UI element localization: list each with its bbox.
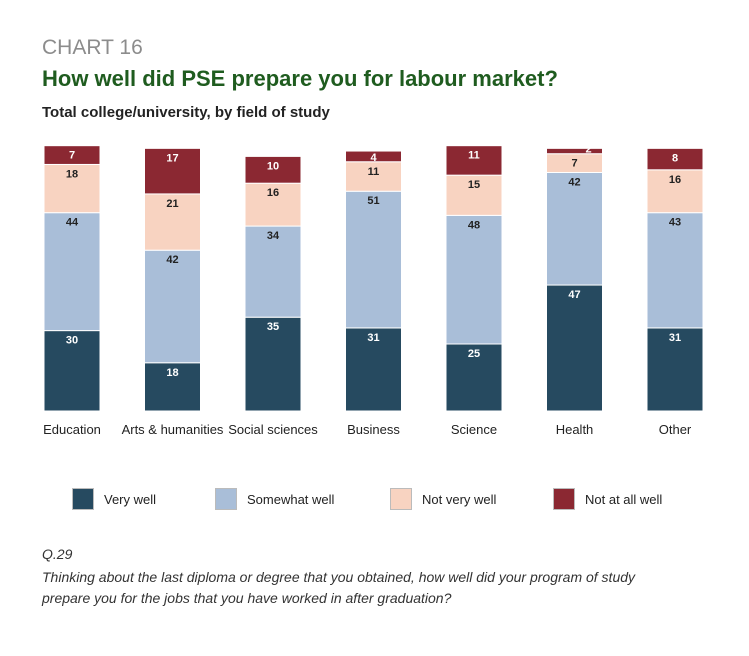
bar-label-social-sciences-not-at-all-well: 10 (267, 160, 279, 172)
legend-swatch-very-well (72, 488, 94, 510)
bar-segment-health-very-well (546, 284, 603, 412)
bar-segment-business-very-well (345, 327, 402, 412)
question-text: Thinking about the last diploma or degre… (42, 569, 636, 606)
bar-label-education-not-very-well: 18 (66, 168, 78, 180)
bar-label-other-somewhat-well: 43 (669, 217, 681, 229)
legend-item-very-well: Very well (72, 488, 156, 510)
bar-label-social-sciences-not-very-well: 16 (267, 187, 279, 199)
bar-label-other-not-very-well: 16 (669, 174, 681, 186)
legend-label: Very well (104, 491, 157, 507)
bar-label-science-not-at-all-well: 11 (468, 150, 480, 162)
bar-label-health-very-well: 47 (568, 289, 580, 301)
bar-segment-social-sciences-somewhat-well (244, 225, 302, 318)
legend-label: Not very well (422, 491, 497, 507)
legend: Very well Somewhat well Not very well No… (0, 488, 749, 512)
bar-segment-science-somewhat-well (445, 214, 503, 345)
bar-segment-other-somewhat-well (646, 212, 704, 329)
chart-subtitle: Total college/university, by field of st… (42, 104, 330, 121)
bar-label-science-very-well: 25 (468, 348, 480, 360)
bar-label-arts-humanities-very-well: 18 (166, 367, 178, 379)
legend-item-somewhat-well: Somewhat well (215, 488, 334, 510)
category-label-social-sciences: Social sciences (228, 422, 318, 437)
bar-label-business-somewhat-well: 51 (367, 195, 379, 207)
bar-label-social-sciences-somewhat-well: 34 (267, 230, 280, 242)
bar-segment-health-not-at-all-well (546, 147, 603, 155)
bar-label-health-somewhat-well: 42 (568, 176, 580, 188)
bar-segment-social-sciences-not-at-all-well (244, 155, 302, 184)
category-label-arts-humanities: Arts & humanities (122, 422, 224, 437)
bar-segment-education-not-at-all-well (43, 145, 101, 165)
bar-label-business-not-at-all-well: 4 (370, 152, 377, 164)
category-label-business: Business (347, 422, 400, 437)
legend-label: Somewhat well (247, 491, 335, 507)
bar-segment-science-very-well (445, 343, 503, 412)
question-number: Q.29 (42, 546, 73, 562)
bar-label-arts-humanities-not-very-well: 21 (166, 198, 178, 210)
bar-label-education-somewhat-well: 44 (66, 217, 79, 229)
bar-label-arts-humanities-somewhat-well: 42 (166, 254, 178, 266)
legend-swatch-somewhat-well (215, 488, 237, 510)
category-label-other: Other (659, 422, 692, 437)
bar-segment-science-not-at-all-well (445, 145, 503, 176)
bar-segment-business-not-at-all-well (345, 150, 402, 163)
bar-label-health-not-at-all-well: 2 (585, 144, 591, 156)
bar-label-education-very-well: 30 (66, 335, 78, 347)
legend-swatch-not-at-all-well (553, 488, 575, 510)
bar-label-arts-humanities-not-at-all-well: 17 (166, 152, 178, 164)
legend-label: Not at all well (585, 491, 663, 507)
bar-segment-education-not-very-well (43, 163, 101, 214)
bar-label-business-very-well: 31 (367, 332, 379, 344)
bar-segment-business-somewhat-well (345, 190, 402, 329)
bar-label-social-sciences-very-well: 35 (267, 321, 279, 333)
category-label-science: Science (451, 422, 497, 437)
bar-segment-social-sciences-not-very-well (244, 182, 302, 227)
bar-label-science-somewhat-well: 48 (468, 219, 480, 231)
bar-segment-other-not-very-well (646, 169, 704, 214)
bar-segment-business-not-very-well (345, 161, 402, 192)
bar-segment-science-not-very-well (445, 174, 503, 216)
bar-segment-other-very-well (646, 327, 704, 412)
bar-label-business-not-very-well: 11 (368, 166, 380, 178)
category-label-education: Education (43, 422, 101, 437)
legend-swatch-not-very-well (390, 488, 412, 510)
chart-title: How well did PSE prepare you for labour … (42, 66, 558, 91)
legend-item-not-at-all-well: Not at all well (553, 488, 662, 510)
bar-segment-arts-humanities-not-at-all-well (144, 147, 201, 195)
bar-segment-education-somewhat-well (43, 212, 101, 332)
legend-item-not-very-well: Not very well (390, 488, 496, 510)
bar-label-education-not-at-all-well: 7 (69, 150, 75, 162)
category-label-health: Health (556, 422, 594, 437)
bar-label-other-not-at-all-well: 8 (672, 152, 678, 164)
bar-segment-social-sciences-very-well (244, 316, 302, 412)
bar-segment-arts-humanities-somewhat-well (144, 249, 201, 364)
bar-label-science-not-very-well: 15 (468, 179, 480, 191)
bar-segment-health-somewhat-well (546, 171, 603, 286)
bar-label-health-not-very-well: 7 (571, 158, 577, 170)
bar-label-other-very-well: 31 (669, 332, 681, 344)
bar-segment-other-not-at-all-well (646, 147, 704, 171)
chart-number: CHART 16 (42, 36, 143, 59)
